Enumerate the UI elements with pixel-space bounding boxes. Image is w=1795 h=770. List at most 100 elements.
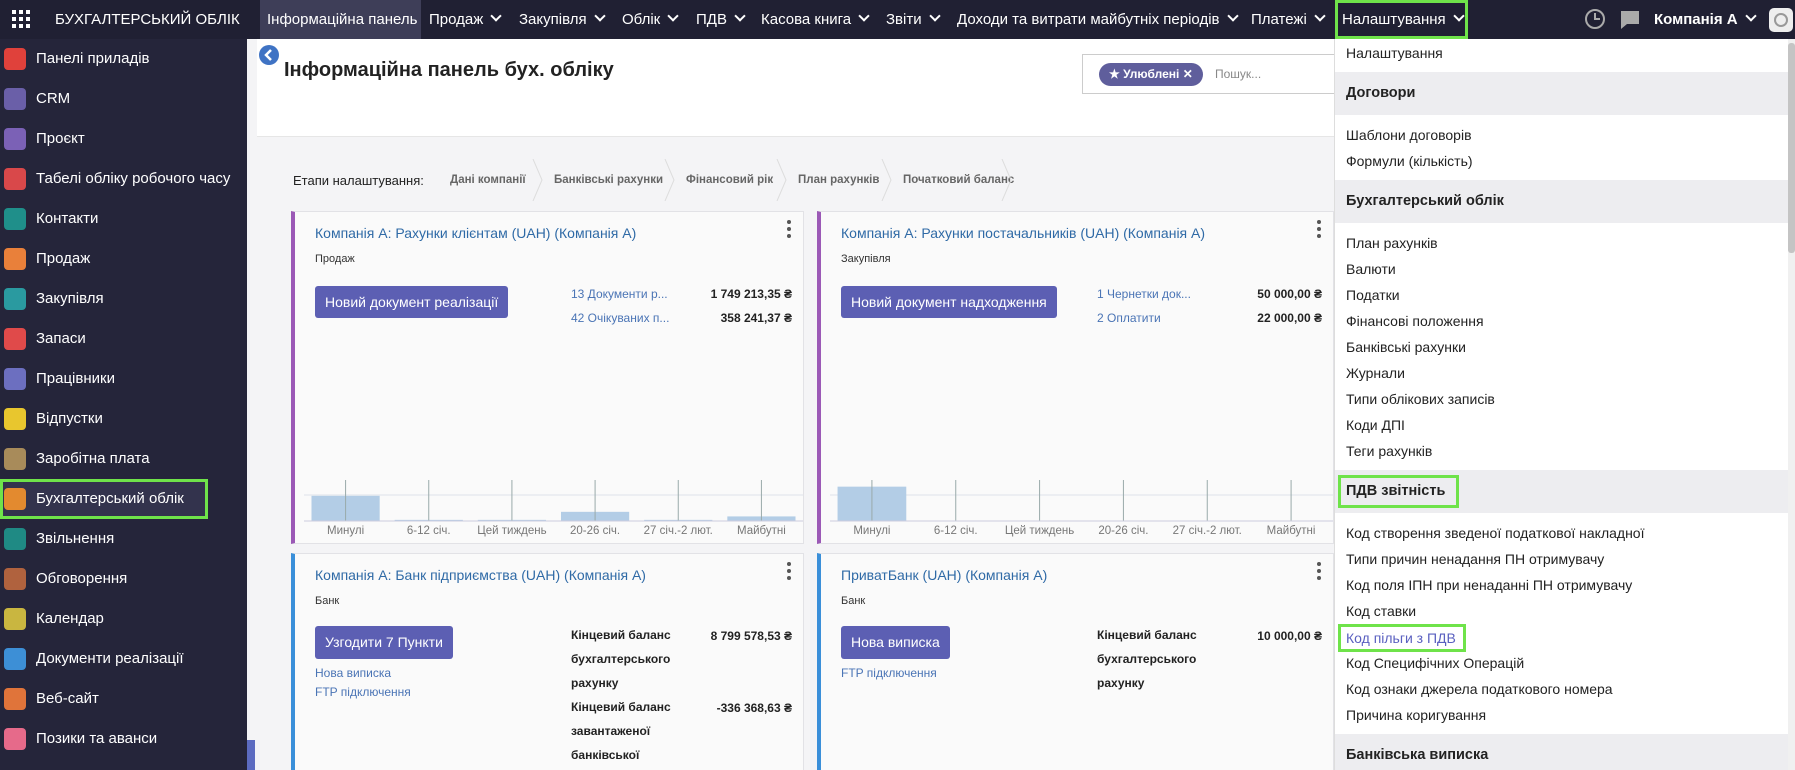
menu-item[interactable]: Налаштування (1335, 0, 1468, 39)
card-link[interactable]: 1 Чернетки док... (1097, 287, 1191, 301)
app-icon (4, 368, 26, 390)
card-button[interactable]: Узгодити 7 Пункти (315, 626, 453, 659)
sidebar-item[interactable]: Панелі приладів (0, 39, 247, 79)
item-text: Причина коригування (1346, 707, 1487, 723)
sidebar-item[interactable]: Працівники (0, 359, 247, 399)
balance-label: Кінцевий баланс бухгалтерського рахунку (571, 628, 671, 690)
search-placeholder[interactable]: Пошук... (1215, 67, 1262, 81)
dropdown-item[interactable]: Причина коригування (1335, 702, 1788, 728)
header-text: Договори (1346, 85, 1416, 101)
menu-item[interactable]: Доходи та витрати майбутніх періодів (957, 0, 1237, 39)
dropdown-item[interactable]: Налаштування (1346, 45, 1443, 61)
dropdown-item[interactable]: Код ознаки джерела податкового номера (1335, 676, 1788, 702)
menu-item[interactable]: Закупівля (519, 0, 604, 39)
dropdown-item[interactable]: Банківські рахунки (1335, 334, 1788, 360)
dropdown-item[interactable]: Коди ДПІ (1335, 412, 1788, 438)
sidebar-item[interactable]: Табелі обліку робочого часу (0, 159, 247, 199)
card-link[interactable]: 13 Документи р... (571, 287, 668, 301)
setup-step[interactable]: Банківські рахунки (554, 174, 664, 186)
setup-step[interactable]: План рахунків (798, 174, 880, 186)
card-button[interactable]: Новий документ надходження (841, 286, 1057, 318)
card-link[interactable]: 2 Оплатити (1097, 311, 1161, 325)
sidebar-item[interactable]: Контакти (0, 199, 247, 239)
menu-item[interactable]: Облік (622, 0, 677, 39)
card-button[interactable]: Нова виписка (841, 626, 950, 659)
card-title[interactable]: Компанія А: Банк підприємства (UAH) (Ком… (315, 567, 646, 583)
sidebar-label: Відпустки (36, 410, 103, 427)
step-separator (1001, 159, 1012, 201)
sidebar-item[interactable]: Веб-сайт (0, 679, 247, 719)
card-amount: 358 241,37 ₴ (720, 311, 792, 325)
menu-item[interactable]: Платежі (1251, 0, 1324, 39)
sidebar-item[interactable]: Звільнення (0, 519, 247, 559)
sidebar-item[interactable]: Закупівля (0, 279, 247, 319)
card-title[interactable]: Компанія А: Рахунки клієнтам (UAH) (Комп… (315, 225, 637, 241)
card-menu[interactable] (1317, 562, 1321, 583)
sidebar-item[interactable]: Документи реалізації (0, 639, 247, 679)
back-button[interactable] (258, 44, 280, 66)
item-text: Фінансові положення (1346, 313, 1484, 329)
item-text: Код Специфічних Операцій (1346, 655, 1525, 671)
dropdown-item[interactable]: Шаблони договорів (1335, 122, 1788, 148)
sidebar-scroll-thumb[interactable] (247, 740, 255, 770)
chat-icon[interactable] (1619, 9, 1641, 31)
dropdown-item[interactable]: Журнали (1335, 360, 1788, 386)
setup-step[interactable]: Початковий баланс (903, 174, 1015, 186)
dropdown-header: Банківська виписка (1335, 734, 1788, 770)
card-link[interactable]: 42 Очікуваних п... (571, 311, 670, 325)
dropdown-item[interactable]: Податки (1335, 282, 1788, 308)
sidebar-label: Документи реалізації (36, 650, 184, 667)
dropdown-item[interactable]: Код поля ІПН при ненаданні ПН отримувачу (1335, 572, 1788, 598)
header-text: Бухгалтерський облік (1346, 193, 1504, 209)
sidebar-item[interactable]: Продаж (0, 239, 247, 279)
company-switcher[interactable]: Компанія А (1654, 0, 1755, 39)
sidebar-item[interactable]: Заробітна плата (0, 439, 247, 479)
dropdown-item[interactable]: Типи облікових записів (1335, 386, 1788, 412)
menu-item[interactable]: Звіти (886, 0, 939, 39)
card-title[interactable]: ПриватБанк (UAH) (Компанія А) (841, 567, 1048, 583)
dropdown-item[interactable]: Валюти (1335, 256, 1788, 282)
menu-item[interactable]: Касова книга (761, 0, 868, 39)
chevron (1001, 159, 1012, 201)
sidebar-item[interactable]: Обговорення (0, 559, 247, 599)
dropdown-item[interactable]: План рахунків (1335, 230, 1788, 256)
card-menu[interactable] (1317, 220, 1321, 241)
dropdown-item[interactable]: Типи причин ненадання ПН отримувачу (1335, 546, 1788, 572)
card-link[interactable]: Нова виписка (315, 666, 392, 680)
sidebar-item[interactable]: CRM (0, 79, 247, 119)
dot (787, 576, 791, 580)
clock-icon[interactable] (1584, 8, 1606, 30)
dropdown-item[interactable]: Формули (кількість) (1335, 148, 1788, 174)
menu-item[interactable]: Інформаційна панель (260, 0, 421, 39)
dropdown-item[interactable]: Код пільги з ПДВ (1335, 624, 1788, 652)
card-menu[interactable] (787, 562, 791, 583)
sidebar-item[interactable]: Позики та аванси (0, 719, 247, 759)
sidebar-item[interactable]: Відпустки (0, 399, 247, 439)
apps-icon[interactable] (12, 10, 32, 30)
card-link[interactable]: FTP підключення (841, 666, 937, 680)
dropdown-item[interactable]: Код Специфічних Операцій (1335, 650, 1788, 676)
card-link[interactable]: FTP підключення (315, 685, 411, 699)
sidebar-item[interactable]: Бухгалтерський облік (0, 479, 208, 519)
card-button[interactable]: Новий документ реалізації (315, 286, 509, 318)
sidebar-item[interactable]: Календар (0, 599, 247, 639)
card-title[interactable]: Компанія А: Рахунки постачальників (UAH)… (841, 225, 1206, 241)
setup-step[interactable]: Фінансовий рік (686, 174, 774, 186)
scroll-thumb[interactable] (1788, 43, 1795, 253)
menu-item[interactable]: ПДВ (696, 0, 744, 39)
sidebar-item[interactable]: Запаси (0, 319, 247, 359)
avatar[interactable] (1769, 8, 1793, 32)
search-facet[interactable]: ★ Улюблені ✕ (1099, 63, 1203, 86)
dropdown-item[interactable]: Теги рахунків (1335, 438, 1788, 464)
dropdown-item[interactable]: Код ставки (1335, 598, 1788, 624)
dropdown-item[interactable]: Код створення зведеної податкової наклад… (1335, 520, 1788, 546)
setup-step[interactable]: Дані компанії (450, 174, 526, 186)
dropdown-item[interactable]: Фінансові положення (1335, 308, 1788, 334)
menu-item[interactable]: Продаж (429, 0, 500, 39)
card-menu[interactable] (787, 220, 791, 241)
search-box[interactable]: ★ Улюблені ✕ Пошук... (1082, 54, 1342, 94)
sidebar-item[interactable]: Проєкт (0, 119, 247, 159)
sidebar-label: Проєкт (36, 130, 85, 147)
dot (1317, 220, 1321, 224)
steps-label: Етапи налаштування: (293, 173, 424, 188)
